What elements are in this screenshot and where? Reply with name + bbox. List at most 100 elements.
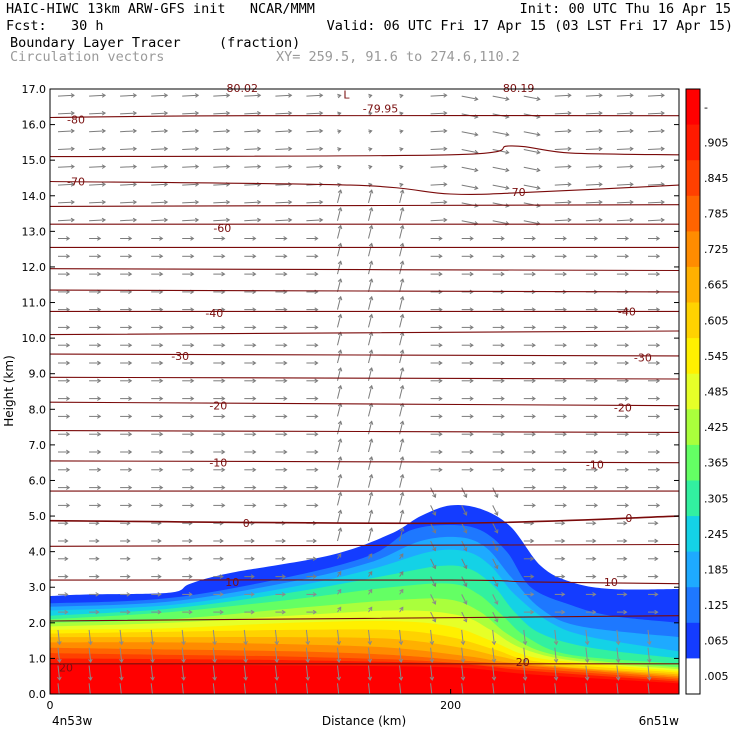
vector-head-52 [429,658,435,664]
vector-shaft-174 [492,540,498,551]
vector-head-9 [337,695,341,698]
vector-head-48 [305,658,310,664]
vector-shaft-429 [337,296,342,310]
vector-shaft-674 [492,95,509,100]
vector-head-296 [562,431,567,437]
vector-head-57 [584,658,590,664]
vector-shaft-153 [461,558,467,569]
vector-head-530 [368,206,374,212]
vector-shaft-70 [368,629,371,645]
vector-head-356 [562,378,567,384]
vector-head-343 [159,378,164,384]
vector-shaft-602 [120,148,137,150]
vector-head-560 [70,182,75,187]
vector-head-476 [562,271,567,277]
vector-head-28 [305,676,310,681]
vector-head-230 [368,473,374,479]
vector-head-638 [629,128,634,134]
vector-shaft-2 [119,683,122,694]
isotherm-label-18: 20 [59,661,73,674]
vector-shaft-15 [523,683,526,694]
vector-shaft-189 [337,510,342,524]
vector-head-556 [567,199,572,205]
vector-head-345 [221,378,226,384]
vector-shaft-55 [523,647,526,663]
vector-shaft-32 [430,665,433,680]
vector-head-586 [257,164,262,169]
vector-head-381 [97,342,102,348]
vector-head-589 [337,164,342,170]
vector-shaft-520 [57,219,75,222]
vector-shaft-665 [213,94,230,97]
vector-head-324 [190,396,195,401]
vector-shaft-562 [120,183,137,186]
vector-head-449 [337,278,343,283]
vector-head-571 [399,182,404,188]
colorbar-label-0: - [704,101,708,114]
vector-head-3 [151,695,155,698]
vector-shaft-39 [647,665,651,680]
vector-shaft-470 [368,261,373,275]
vector-head-129 [337,571,342,576]
vector-head-469 [337,260,343,265]
vector-shaft-645 [213,112,230,115]
vector-head-357 [593,378,599,384]
vector-shaft-251 [399,456,404,470]
vector-head-339 [655,396,661,401]
vector-shaft-471 [399,261,404,275]
vector-shaft-61 [88,629,92,645]
vector-shaft-64 [181,629,185,645]
y-tick-label-0: 0.0 [29,688,47,701]
vector-shaft-526 [244,219,261,222]
vector-head-40 [57,658,62,664]
vector-head-303 [159,414,164,419]
vector-shaft-541 [89,201,106,204]
vector-shaft-644 [182,112,199,115]
y-tick-label-14: 14.0 [22,190,47,203]
vector-head-266 [252,449,257,455]
vector-head-196 [561,520,566,526]
vector-shaft-431 [399,296,404,310]
vector-head-15 [523,695,527,698]
vector-head-651 [399,111,404,116]
vector-shaft-523 [151,219,168,222]
vector-head-246 [252,467,257,473]
vector-shaft-451 [399,278,404,293]
vector-shaft-641 [89,112,106,115]
vector-head-233 [463,493,468,499]
isotherm-label-8: -30 [171,350,189,363]
vector-shaft-580 [57,166,75,168]
y-tick-label-8: 8.0 [29,403,47,416]
vector-head-321 [97,396,102,401]
field-title: Boundary Layer Tracer [10,35,181,51]
vector-head-506 [252,236,257,241]
vector-head-398 [624,342,630,348]
vector-shaft-389 [337,332,342,346]
vector-shaft-658 [616,112,633,115]
vector-head-100 [64,592,69,597]
vector-head-634 [505,132,510,137]
vector-head-353 [469,378,474,384]
vector-head-302 [128,414,133,419]
vector-shaft-75 [523,629,526,645]
vector-head-430 [368,295,374,301]
vector-shaft-600 [57,148,75,150]
vector-shaft-25 [212,665,216,680]
vector-head-325 [221,396,226,401]
vector-shaft-533 [461,220,478,225]
vector-head-198 [623,520,628,526]
vector-head-328 [314,396,319,401]
vector-shaft-509 [337,225,342,239]
vector-head-600 [70,146,75,152]
vector-shaft-624 [182,130,199,133]
vector-head-505 [221,236,226,241]
vector-head-326 [252,396,257,401]
vector-head-605 [225,146,231,152]
vector-head-363 [159,360,164,366]
isotherm-label-11: -20 [614,402,632,415]
vector-head-238 [624,485,630,490]
vector-head-510 [368,224,374,230]
vector-head-350 [368,367,374,372]
vector-shaft-152 [430,558,436,569]
vector-shaft-1 [88,683,91,694]
